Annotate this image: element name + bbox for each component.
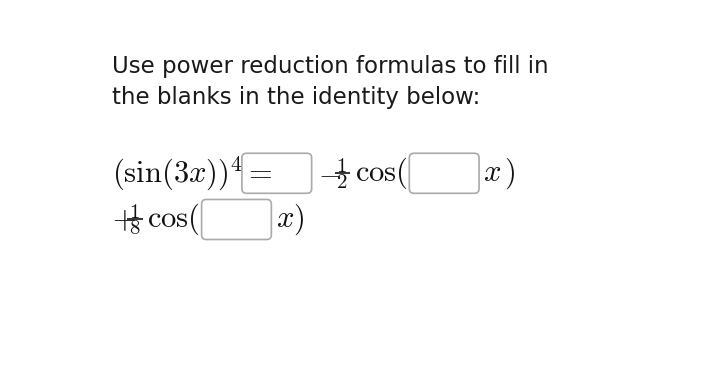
Text: Use power reduction formulas to fill in
the blanks in the identity below:: Use power reduction formulas to fill in …	[112, 55, 549, 109]
FancyBboxPatch shape	[409, 153, 479, 193]
Text: $-$: $-$	[318, 159, 341, 188]
FancyBboxPatch shape	[242, 153, 312, 193]
Text: $x)$: $x)$	[276, 202, 305, 237]
Text: $8$: $8$	[129, 218, 140, 238]
Text: $1$: $1$	[336, 156, 347, 176]
Text: $x\,)$: $x\,)$	[483, 156, 516, 191]
FancyBboxPatch shape	[202, 199, 271, 239]
Text: $+$: $+$	[112, 205, 136, 234]
Text: $\cos($: $\cos($	[355, 155, 408, 191]
Text: $2$: $2$	[336, 172, 348, 192]
Text: $1$: $1$	[129, 202, 140, 222]
Text: $(\sin(3x))^4 =$: $(\sin(3x))^4 =$	[112, 154, 273, 193]
Text: $\cos($: $\cos($	[148, 201, 200, 238]
